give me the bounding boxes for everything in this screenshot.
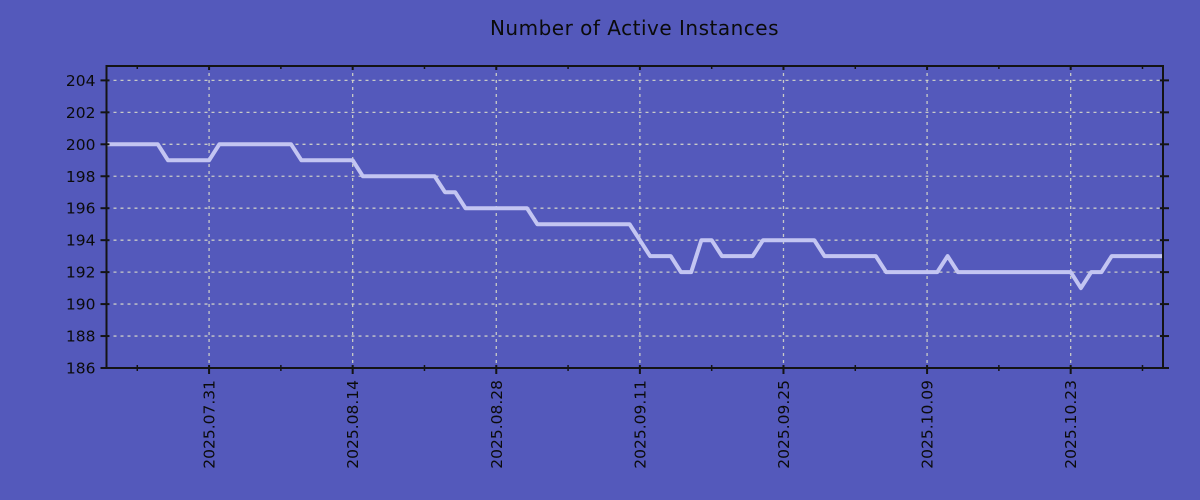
y-tick-label: 192 — [66, 264, 96, 282]
y-tick-label: 200 — [66, 136, 96, 154]
y-tick-label: 202 — [66, 104, 96, 122]
chart-title: Number of Active Instances — [489, 16, 780, 40]
y-tick-label: 204 — [66, 72, 96, 90]
x-tick-label: 2025.09.11 — [631, 380, 649, 469]
y-tick-label: 198 — [66, 168, 96, 186]
x-tick-label: 2025.10.09 — [919, 380, 937, 469]
x-tick-label: 2025.07.31 — [201, 380, 219, 469]
y-tick-label: 186 — [66, 360, 96, 378]
y-tick-label: 194 — [66, 232, 96, 250]
plot-border — [105, 65, 1164, 369]
x-tick-label: 2025.08.14 — [344, 380, 362, 469]
y-tick-label: 188 — [66, 328, 96, 346]
data-line-active-instances — [106, 142, 1163, 291]
y-tick-label: 190 — [66, 296, 96, 314]
x-tick-label: 2025.10.23 — [1062, 380, 1080, 469]
x-tick-label: 2025.09.25 — [775, 380, 793, 469]
y-tick-label: 196 — [66, 200, 96, 218]
x-tick-label: 2025.08.28 — [488, 380, 506, 469]
